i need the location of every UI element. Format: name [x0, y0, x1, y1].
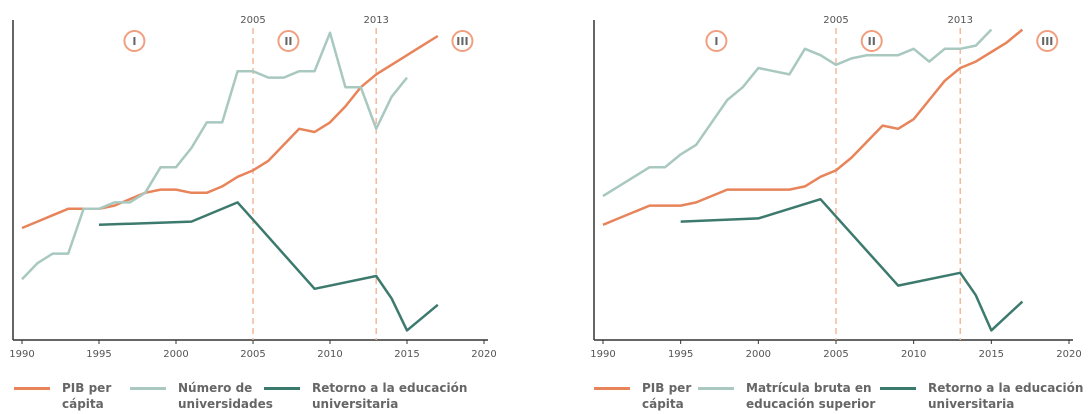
legend-swatch: [594, 387, 630, 390]
x-tick-label: 2000: [163, 349, 188, 360]
x-tick-label: 1990: [590, 349, 615, 360]
phase-circle: [451, 30, 474, 52]
phase-label: I: [132, 35, 136, 48]
legend-swatch: [130, 387, 166, 390]
legend-label: Retorno a la educación universitaria: [928, 381, 1084, 411]
phase-label: III: [456, 35, 468, 48]
phase-label: I: [714, 35, 718, 48]
period-label: 2013: [948, 15, 973, 26]
x-tick-label: 2005: [823, 349, 848, 360]
phase-circle: [277, 30, 300, 52]
legend-item: Retorno a la educación universitaria: [264, 380, 482, 412]
phase-circle: [705, 30, 728, 52]
x-tick-label: 2010: [317, 349, 342, 360]
x-tick-label: 2005: [240, 349, 265, 360]
period-label: 2005: [240, 15, 265, 26]
series-line: [21, 31, 408, 281]
x-tick-label: 1995: [668, 349, 693, 360]
legend-item: PIB per cápita: [14, 380, 112, 412]
legend-label: Matrícula bruta en educación superior: [746, 381, 876, 411]
period-label: 2013: [363, 15, 388, 26]
legend-swatch: [880, 387, 916, 390]
x-tick-label: 2020: [1056, 349, 1081, 360]
legend-label: Número de universidades: [178, 381, 273, 411]
legend-item: Número de universidades: [130, 380, 273, 412]
phase-label: II: [868, 35, 876, 48]
phase-label: II: [284, 35, 292, 48]
legend-swatch: [264, 387, 300, 390]
period-label: 2005: [823, 15, 848, 26]
series-line: [21, 34, 439, 230]
phase-circle: [860, 30, 883, 52]
legend-swatch: [698, 387, 734, 390]
phase-circle: [1036, 30, 1059, 52]
series-line: [680, 197, 1024, 332]
legend-item: Matrícula bruta en educación superior: [698, 380, 876, 412]
x-tick-label: 2010: [901, 349, 926, 360]
x-tick-label: 2000: [746, 349, 771, 360]
chart-panel: 1990 1995 2000 2005 2010 2015 2020 2005 2013 I II I…: [544, 0, 1088, 414]
legend-swatch: [14, 387, 50, 390]
legend-item: PIB per cápita: [594, 380, 692, 412]
legend-item: Retorno a la educación universitaria: [880, 380, 1088, 412]
x-tick-label: 2015: [979, 349, 1004, 360]
series-line: [98, 201, 439, 332]
x-tick-label: 2015: [394, 349, 419, 360]
x-tick-label: 1990: [9, 349, 34, 360]
legend-label: PIB per cápita: [62, 381, 112, 411]
chart-panel: 1990 1995 2000 2005 2010 2015 2020 2005 2013 I II I…: [9, 15, 496, 412]
phase-label: III: [1041, 35, 1053, 48]
phase-circle: [123, 30, 146, 52]
series-line: [602, 28, 993, 198]
legend-label: PIB per cápita: [642, 381, 692, 411]
legend-label: Retorno a la educación universitaria: [312, 381, 468, 411]
x-tick-label: 2020: [471, 349, 496, 360]
x-tick-label: 1995: [86, 349, 111, 360]
series-line: [602, 28, 1024, 226]
